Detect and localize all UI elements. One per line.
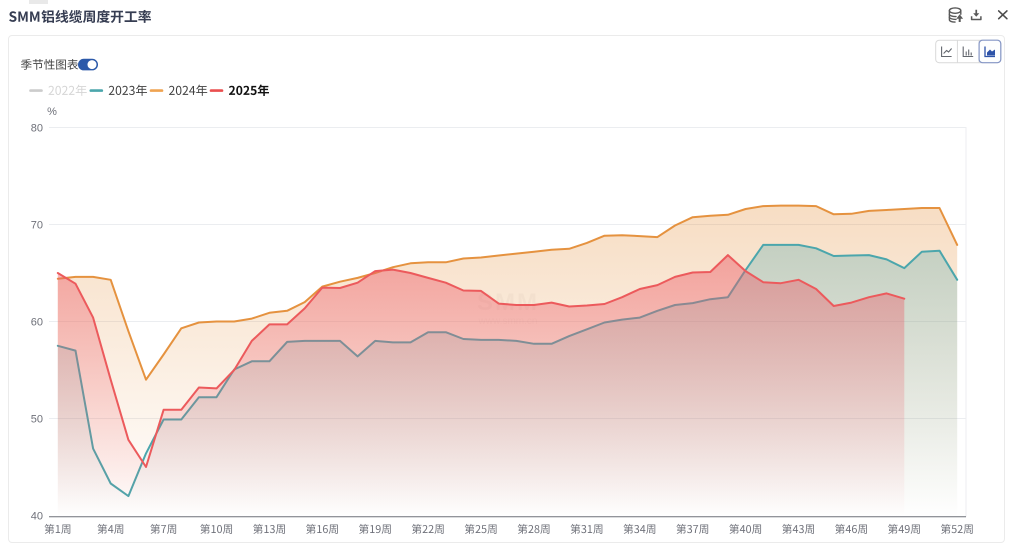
svg-text:80: 80 (31, 122, 43, 134)
svg-text:70: 70 (31, 219, 43, 231)
svg-text:40: 40 (31, 510, 43, 522)
svg-text:60: 60 (31, 316, 43, 328)
svg-text:50: 50 (31, 413, 43, 425)
svg-text:%: % (47, 106, 57, 118)
